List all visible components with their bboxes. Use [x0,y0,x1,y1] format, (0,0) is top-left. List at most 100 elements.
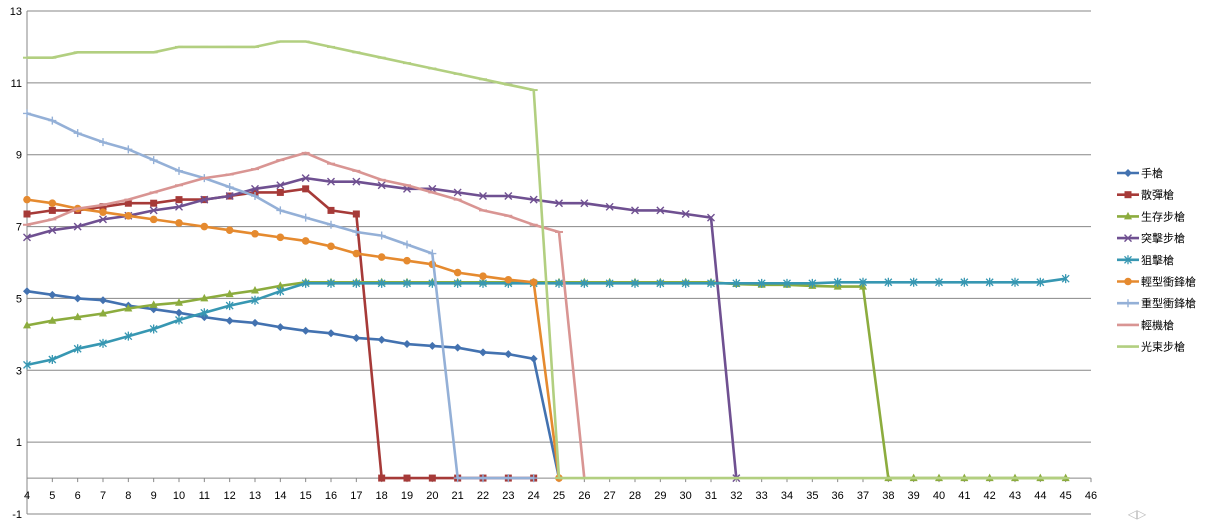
data-point [175,202,183,211]
data-point [276,181,285,190]
data-point [23,320,31,329]
x-tick-label: 44 [1034,490,1046,502]
data-point [23,360,31,370]
series-6 [23,109,538,483]
x-tick-label: 30 [680,490,692,502]
data-point [149,156,158,165]
data-point [808,278,817,288]
data-point [48,199,57,208]
data-point [935,277,943,287]
data-point [327,177,335,186]
legend-label: 輕型衝鋒槍 [1141,275,1196,289]
data-point [276,233,285,242]
data-point [453,188,462,197]
y-tick-label: 9 [16,150,22,162]
x-tick-label: 4 [24,490,30,502]
data-point [352,177,361,186]
data-point [859,277,867,287]
data-point [529,195,538,204]
data-point [529,474,538,483]
data-point [479,272,487,280]
x-tick-label: 20 [426,490,438,502]
data-point [225,226,234,234]
data-point [909,277,918,287]
series-1 [23,185,538,482]
x-tick-label: 28 [629,490,641,502]
data-point [352,227,361,236]
legend-label: 生存步槍 [1141,209,1185,223]
x-tick-label: 15 [300,490,312,502]
data-point [453,343,462,352]
data-point [1061,274,1070,284]
data-point [73,222,82,231]
data-point [200,222,209,231]
data-point [428,341,437,350]
series-line-6 [26,112,534,480]
data-point [529,354,538,363]
data-point [403,278,411,288]
legend-item-0: 手槍 [1117,166,1163,180]
legend-item-8: 光束步槍 [1117,340,1185,354]
data-point [479,192,487,201]
legend-marker [1124,277,1132,286]
data-point [301,237,310,245]
data-point [403,240,411,249]
data-point [453,474,462,483]
legend-marker [1124,191,1132,199]
data-point [605,202,614,211]
data-point [529,278,538,287]
data-point [403,340,411,349]
data-point [580,199,589,208]
data-point [48,355,57,365]
data-point [504,192,513,201]
data-point [403,256,411,265]
data-point [23,233,31,242]
series-8 [23,40,1070,480]
data-point [48,206,56,214]
data-point [73,312,82,321]
x-tick-label: 23 [502,490,514,502]
data-point [48,226,57,235]
x-tick-label: 29 [654,490,666,502]
x-tick-label: 35 [806,490,818,502]
x-tick-label: 10 [173,490,185,502]
data-point [175,308,183,317]
x-tick-label: 5 [49,490,55,502]
data-point [251,192,259,201]
data-point [276,188,284,196]
legend-label: 光束步槍 [1141,340,1185,354]
data-point [352,333,361,342]
data-point [479,348,487,357]
legend-item-6: 重型衝鋒槍 [1117,296,1196,310]
x-tick-label: 17 [350,490,362,502]
x-tick-label: 36 [832,490,844,502]
x-tick-label: 11 [199,490,210,502]
y-tick-label: 1 [16,437,22,449]
data-point [251,295,259,305]
x-tick-label: 6 [75,490,81,502]
x-tick-label: 46 [1085,490,1097,502]
data-point [352,210,360,218]
data-point [428,474,436,482]
legend-item-1: 散彈槍 [1117,188,1174,202]
x-tick-label: 31 [705,490,717,502]
x-tick-label: 13 [249,490,261,502]
data-point [301,326,310,335]
data-point [1036,277,1045,287]
data-point [479,474,487,483]
legend-label: 散彈槍 [1141,188,1174,202]
legend-label: 輕機槍 [1141,318,1174,332]
data-point [150,199,158,207]
data-point [99,338,107,348]
data-point [124,303,133,312]
legend-label: 突擊步槍 [1141,231,1185,245]
x-tick-label: 21 [452,490,464,502]
data-point [124,331,133,341]
y-tick-label: 5 [16,293,22,305]
series-line-7 [26,151,586,479]
data-point [453,278,462,288]
data-point [377,335,386,344]
x-tick-label: 37 [857,490,869,502]
